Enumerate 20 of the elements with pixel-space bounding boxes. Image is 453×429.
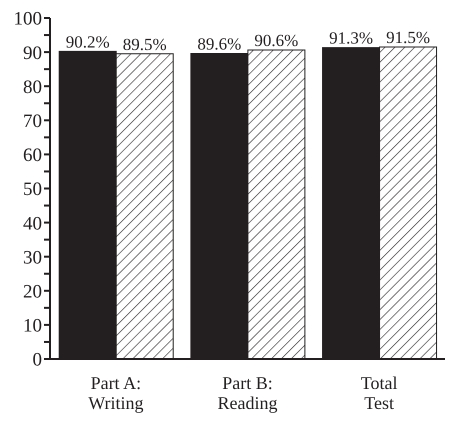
x-tick-label: Part B: Reading [218, 373, 278, 413]
data-label: 91.5% [386, 28, 430, 47]
y-tick-label: 70 [23, 111, 42, 132]
y-tick-label: 40 [23, 213, 42, 234]
data-label: 89.5% [122, 34, 167, 54]
data-label: 91.3% [329, 28, 374, 48]
data-label: 90.6% [254, 31, 298, 50]
y-tick-label: 0 [32, 350, 42, 371]
y-tick-label: 50 [23, 179, 42, 200]
y-tick-label: 80 [23, 76, 42, 98]
y-tick-label: 60 [23, 145, 42, 166]
y-tick-label: 20 [23, 282, 42, 303]
data-label: 90.2% [66, 32, 110, 52]
y-tick-label: 30 [23, 247, 42, 268]
y-tick-label: 90 [23, 42, 42, 64]
data-label: 89.6% [197, 34, 242, 54]
x-tick-label: Total Test [360, 373, 398, 413]
x-tick-label: Part A: Writing [88, 373, 144, 413]
y-tick-label: 100 [14, 8, 42, 30]
y-tick-label: 10 [23, 316, 42, 337]
